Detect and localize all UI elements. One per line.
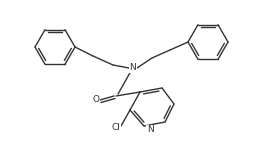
Text: N: N: [129, 63, 136, 73]
Text: O: O: [92, 95, 100, 105]
Text: Cl: Cl: [112, 124, 120, 133]
Text: N: N: [147, 125, 153, 135]
